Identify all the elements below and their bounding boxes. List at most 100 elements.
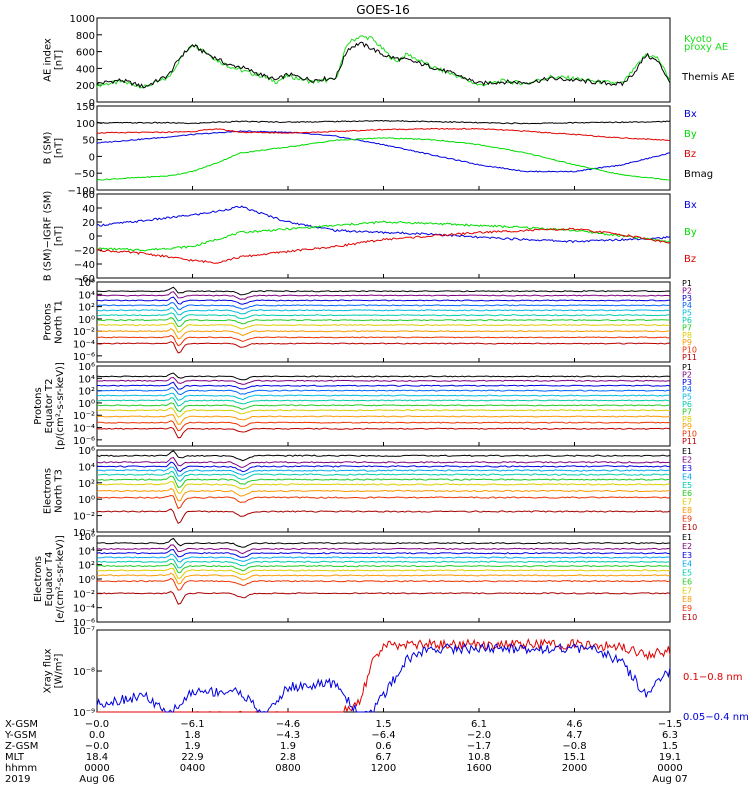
legend-bz: Bz — [684, 254, 696, 265]
legend-e5: E5 — [682, 569, 692, 578]
y-axis-label: [W/m²] — [54, 653, 65, 688]
y-tick-label: 10⁻⁴ — [73, 604, 95, 615]
legend-p6: P6 — [682, 400, 692, 409]
legend-p4: P4 — [682, 385, 692, 394]
series-e3 — [96, 548, 671, 558]
series-e10 — [97, 591, 671, 605]
panel-frame — [96, 281, 671, 363]
series-p3 — [97, 381, 671, 390]
y-tick-label: 10⁴ — [78, 546, 95, 557]
y-axis-label: North T1 — [54, 300, 65, 344]
legend-p6: P6 — [682, 316, 692, 325]
y-tick-label: −60 — [74, 274, 95, 285]
x-row-value: 0000 — [84, 763, 109, 774]
legend-p8: P8 — [682, 415, 692, 424]
x-row-value: 1.5 — [376, 719, 392, 730]
y-axis-label: Equator T2 — [44, 379, 55, 434]
x-row-value: 1600 — [466, 763, 491, 774]
series-p6 — [96, 397, 671, 407]
y-tick-label: 0 — [89, 98, 95, 109]
series-e9 — [96, 577, 671, 591]
y-tick-label: 10⁻⁷ — [73, 626, 95, 637]
x-row-value: 0400 — [180, 763, 205, 774]
legend-e4: E4 — [682, 472, 692, 481]
legend-e2: E2 — [682, 455, 692, 464]
series-p1 — [96, 286, 671, 296]
legend-p11: P11 — [682, 353, 697, 362]
y-axis-label: Protons — [33, 387, 44, 424]
x-row-value: 6.3 — [662, 730, 678, 741]
legend-p7: P7 — [682, 323, 692, 332]
legend-0-05-0-4-nm: 0.05−0.4 nm — [683, 712, 749, 723]
y-tick-label: 10² — [78, 303, 95, 314]
y-tick-label: 10² — [78, 387, 95, 398]
y-axis-label: [e/(cm²-s-sr-keV)] — [55, 535, 66, 623]
legend-e7: E7 — [682, 586, 692, 595]
x-row-value: 1.5 — [662, 741, 678, 752]
series-p10 — [97, 420, 671, 432]
series-0-1-0-8-nm — [97, 637, 671, 713]
series-e3 — [96, 461, 671, 473]
series-e7 — [96, 567, 671, 580]
y-axis-label: [nT] — [54, 226, 65, 246]
panel-frame — [96, 629, 671, 713]
series-p5 — [96, 306, 671, 316]
series-p10 — [97, 334, 670, 347]
legend-p3: P3 — [682, 294, 692, 303]
x-row-value: 0800 — [275, 763, 300, 774]
x-row-value: −4.6 — [276, 719, 300, 730]
y-tick-label: 10⁶ — [78, 532, 95, 543]
y-axis-label: AE index — [43, 38, 54, 82]
series-e10 — [96, 508, 671, 525]
legend-e1: E1 — [682, 447, 692, 456]
legend-e3: E3 — [682, 551, 692, 560]
x-row-value: 1.8 — [185, 730, 201, 741]
y-tick-label: 0 — [89, 152, 95, 163]
legend-p5: P5 — [682, 309, 692, 318]
legend-e3: E3 — [682, 464, 692, 473]
legend-p3: P3 — [682, 378, 692, 387]
panel-bgsm: −100 −50 0 50 100 150 B (SM) [nT] Bx By Bz Bmag — [43, 102, 714, 197]
panel-ae: 0 200 400 600 800 1000 AE index [nT] Kyotoproxy … — [43, 14, 735, 109]
x-row-value: Aug 07 — [652, 774, 687, 785]
y-tick-label: 40 — [82, 204, 95, 215]
y-axis-label: Electrons — [33, 556, 44, 602]
series-bz — [96, 127, 671, 142]
x-row-label: Y-GSM — [4, 730, 37, 741]
legend-bx: Bx — [684, 200, 697, 211]
series-p11 — [96, 341, 671, 354]
y-tick-label: 10⁶ — [78, 446, 95, 457]
series-p2 — [96, 291, 671, 300]
series-p9 — [96, 414, 671, 425]
legend-p10: P10 — [682, 346, 697, 355]
legend-e2: E2 — [682, 542, 692, 551]
y-tick-label: 10⁻² — [73, 411, 95, 422]
y-tick-label: 10² — [78, 479, 95, 490]
legend-proxy-ae: proxy AE — [684, 42, 728, 53]
panel-frame — [96, 105, 671, 191]
y-axis-label: B (SM) — [43, 131, 54, 164]
legend-p2: P2 — [682, 286, 692, 295]
y-axis-label: [nT] — [54, 138, 65, 158]
x-row-value: −1.7 — [467, 741, 491, 752]
y-axis-label: North T3 — [54, 469, 65, 513]
legend-by: By — [684, 129, 697, 140]
legend-p5: P5 — [682, 393, 692, 402]
series-p3 — [96, 296, 671, 305]
x-row-value: 0.0 — [89, 730, 105, 741]
legend-0-1-0-8-nm: 0.1−0.8 nm — [683, 672, 742, 683]
y-tick-label: 10⁰ — [78, 575, 95, 586]
series-e1 — [96, 537, 671, 548]
y-tick-label: 10² — [78, 561, 95, 572]
series-by — [96, 137, 671, 181]
y-axis-label: Protons — [43, 303, 54, 340]
y-tick-label: 400 — [76, 64, 95, 75]
series-p9 — [97, 328, 670, 340]
series-p4 — [96, 387, 671, 396]
legend-bx: Bx — [684, 109, 697, 120]
x-row-value: −1.5 — [658, 719, 682, 730]
series-p8 — [96, 322, 671, 333]
y-axis-label: Electrons — [43, 468, 54, 514]
